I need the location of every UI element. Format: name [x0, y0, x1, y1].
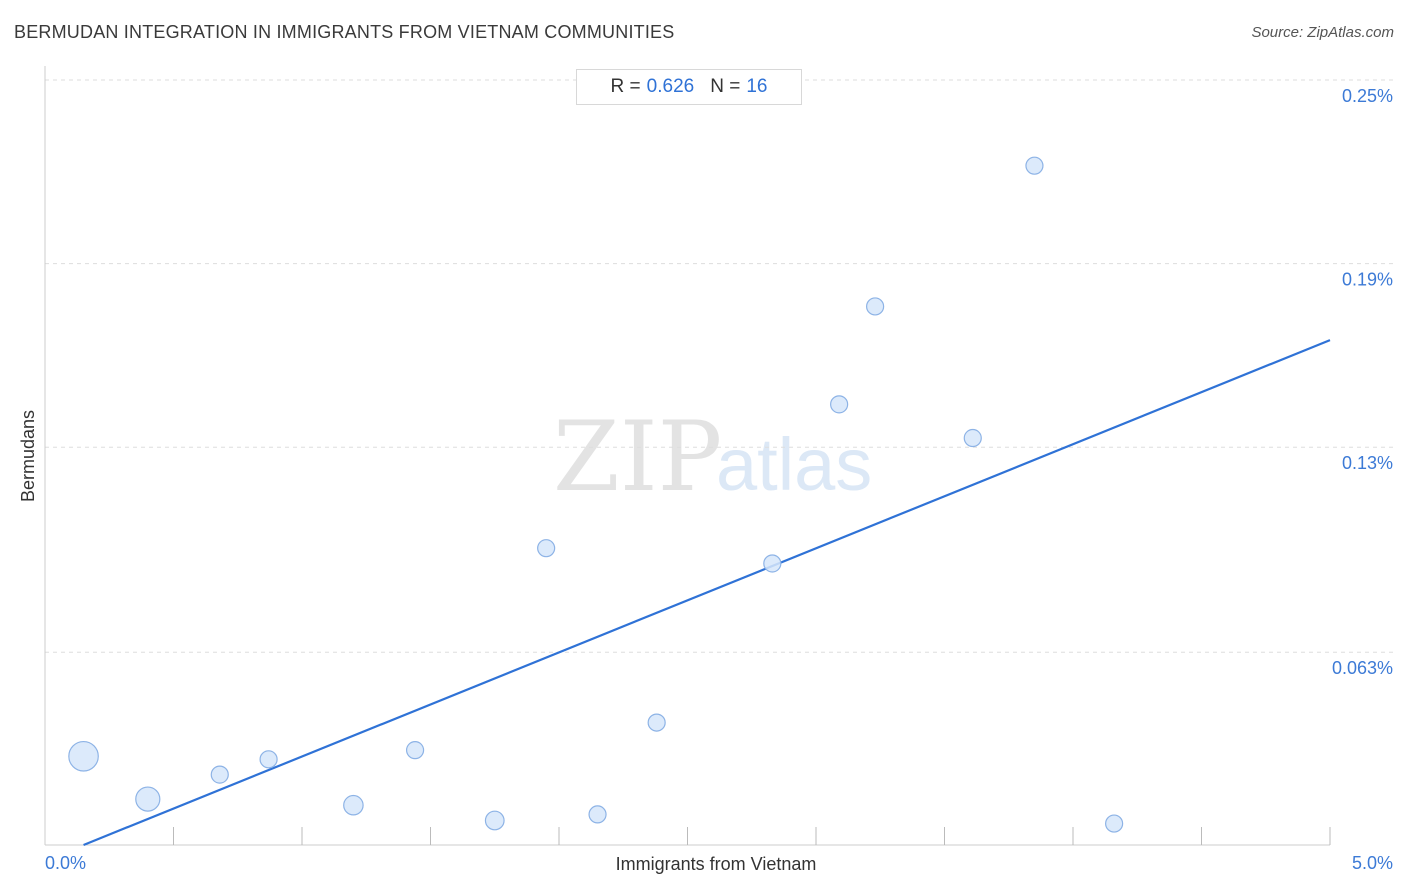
data-point — [68, 740, 99, 772]
chart-title: BERMUDAN INTEGRATION IN IMMIGRANTS FROM … — [14, 22, 675, 42]
n-label: N = — [710, 76, 741, 97]
data-point — [484, 810, 505, 831]
data-point — [647, 713, 666, 732]
points-group — [68, 156, 1124, 833]
data-point — [1105, 814, 1124, 833]
y-tick-label: 0.25% — [1342, 86, 1393, 106]
stats-box: R = 0.626 N = 16 — [576, 69, 802, 105]
watermark-zip: ZIP — [553, 401, 722, 513]
trendline — [83, 339, 1331, 847]
grid — [45, 79, 1395, 653]
watermark-atlas: atlas — [716, 423, 872, 506]
r-value: 0.626 — [646, 76, 695, 97]
x-tick-label: 5.0% — [1352, 853, 1393, 873]
data-point — [259, 750, 278, 769]
tick-labels: 0.063% 0.13% 0.19% 0.25% 0.0% 5.0% — [45, 86, 1393, 873]
axes — [44, 66, 1331, 846]
y-axis-label: Bermudans — [18, 410, 38, 502]
n-value: 16 — [746, 76, 768, 97]
x-tick-label: 0.0% — [45, 853, 86, 873]
watermark: ZIP atlas — [553, 401, 872, 513]
data-point — [405, 741, 425, 760]
y-tick-label: 0.13% — [1342, 453, 1393, 473]
data-point — [537, 539, 556, 558]
data-point — [963, 428, 982, 448]
data-point — [343, 794, 364, 816]
data-point — [210, 765, 229, 784]
trendline-group — [83, 339, 1331, 847]
data-point — [866, 297, 885, 316]
source-label: Source: ZipAtlas.com — [1251, 24, 1394, 41]
data-point — [588, 805, 607, 824]
data-point — [763, 554, 782, 573]
data-point — [135, 786, 161, 812]
r-label: R = — [610, 76, 641, 97]
y-tick-label: 0.063% — [1332, 658, 1393, 678]
y-tick-label: 0.19% — [1342, 270, 1393, 290]
data-point — [1025, 156, 1044, 175]
data-point — [830, 395, 849, 414]
x-axis-label: Immigrants from Vietnam — [616, 854, 817, 874]
